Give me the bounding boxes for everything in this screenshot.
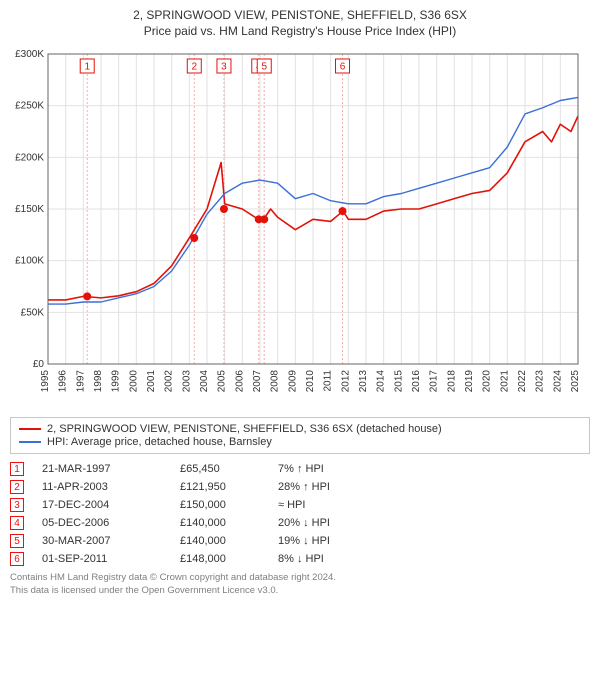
- chart-titles: 2, SPRINGWOOD VIEW, PENISTONE, SHEFFIELD…: [8, 8, 592, 38]
- footer-line-2: This data is licensed under the Open Gov…: [10, 585, 590, 598]
- transaction-hpi-delta: 19% ↓ HPI: [278, 535, 388, 547]
- svg-text:£150K: £150K: [15, 204, 44, 215]
- svg-text:2004: 2004: [199, 370, 210, 393]
- svg-text:5: 5: [261, 62, 267, 73]
- svg-text:£50K: £50K: [21, 307, 45, 318]
- transaction-hpi-delta: 28% ↑ HPI: [278, 481, 388, 493]
- legend-label: HPI: Average price, detached house, Barn…: [47, 436, 272, 448]
- svg-text:£0: £0: [33, 359, 45, 370]
- svg-text:1996: 1996: [58, 370, 69, 393]
- transaction-date: 05-DEC-2006: [42, 517, 162, 529]
- transaction-row: 6 01-SEP-2011 £148,000 8% ↓ HPI: [10, 552, 590, 566]
- svg-text:2017: 2017: [429, 370, 440, 393]
- transaction-row: 1 21-MAR-1997 £65,450 7% ↑ HPI: [10, 462, 590, 476]
- transaction-row: 3 17-DEC-2004 £150,000 ≈ HPI: [10, 498, 590, 512]
- footer-line-1: Contains HM Land Registry data © Crown c…: [10, 572, 590, 585]
- svg-text:2015: 2015: [393, 370, 404, 393]
- svg-text:£300K: £300K: [15, 49, 44, 60]
- legend-swatch: [19, 441, 41, 443]
- svg-text:2009: 2009: [287, 370, 298, 393]
- svg-text:2021: 2021: [499, 370, 510, 393]
- transaction-hpi-delta: 7% ↑ HPI: [278, 463, 388, 475]
- svg-text:1998: 1998: [93, 370, 104, 393]
- svg-text:£200K: £200K: [15, 152, 44, 163]
- legend: 2, SPRINGWOOD VIEW, PENISTONE, SHEFFIELD…: [10, 417, 590, 454]
- title-address: 2, SPRINGWOOD VIEW, PENISTONE, SHEFFIELD…: [8, 8, 592, 22]
- transaction-date: 11-APR-2003: [42, 481, 162, 493]
- transaction-row: 4 05-DEC-2006 £140,000 20% ↓ HPI: [10, 516, 590, 530]
- legend-swatch: [19, 428, 41, 430]
- transaction-marker-number: 3: [10, 498, 24, 512]
- transaction-hpi-delta: 20% ↓ HPI: [278, 517, 388, 529]
- transaction-date: 01-SEP-2011: [42, 553, 162, 565]
- transaction-price: £148,000: [180, 553, 260, 565]
- svg-text:2016: 2016: [411, 370, 422, 393]
- svg-text:2020: 2020: [482, 370, 493, 393]
- transaction-marker-number: 2: [10, 480, 24, 494]
- transaction-row: 5 30-MAR-2007 £140,000 19% ↓ HPI: [10, 534, 590, 548]
- svg-text:£100K: £100K: [15, 256, 44, 267]
- svg-text:2018: 2018: [446, 370, 457, 393]
- svg-text:2022: 2022: [517, 370, 528, 393]
- svg-text:2007: 2007: [252, 370, 263, 393]
- transaction-hpi-delta: ≈ HPI: [278, 499, 388, 511]
- svg-text:2003: 2003: [181, 370, 192, 393]
- transaction-marker-number: 1: [10, 462, 24, 476]
- transaction-hpi-delta: 8% ↓ HPI: [278, 553, 388, 565]
- transaction-row: 2 11-APR-2003 £121,950 28% ↑ HPI: [10, 480, 590, 494]
- transaction-price: £140,000: [180, 535, 260, 547]
- transaction-marker-number: 5: [10, 534, 24, 548]
- svg-text:2008: 2008: [270, 370, 281, 393]
- svg-text:1995: 1995: [40, 370, 51, 393]
- svg-text:2013: 2013: [358, 370, 369, 393]
- transaction-date: 21-MAR-1997: [42, 463, 162, 475]
- svg-text:2010: 2010: [305, 370, 316, 393]
- svg-text:2011: 2011: [323, 370, 334, 392]
- svg-text:1997: 1997: [75, 370, 86, 393]
- svg-text:2001: 2001: [146, 370, 157, 393]
- transaction-price: £121,950: [180, 481, 260, 493]
- svg-text:1999: 1999: [111, 370, 122, 393]
- svg-text:3: 3: [221, 62, 227, 73]
- svg-text:6: 6: [340, 62, 346, 73]
- transaction-date: 30-MAR-2007: [42, 535, 162, 547]
- transaction-price: £150,000: [180, 499, 260, 511]
- transaction-marker-number: 6: [10, 552, 24, 566]
- svg-text:£250K: £250K: [15, 101, 44, 112]
- svg-text:2025: 2025: [570, 370, 581, 393]
- svg-text:2019: 2019: [464, 370, 475, 393]
- chart-container: £0 £50K £100K £150K £200K £250K £300K 1995 1996 1…: [8, 44, 592, 409]
- transaction-price: £65,450: [180, 463, 260, 475]
- svg-text:2014: 2014: [376, 370, 387, 393]
- svg-text:2024: 2024: [552, 370, 563, 393]
- transaction-price: £140,000: [180, 517, 260, 529]
- svg-text:2: 2: [191, 62, 197, 73]
- svg-text:2005: 2005: [217, 370, 228, 393]
- transaction-date: 17-DEC-2004: [42, 499, 162, 511]
- svg-text:2012: 2012: [340, 370, 351, 393]
- svg-text:1: 1: [84, 62, 90, 73]
- legend-item: 2, SPRINGWOOD VIEW, PENISTONE, SHEFFIELD…: [19, 423, 581, 435]
- transaction-marker-number: 4: [10, 516, 24, 530]
- price-chart: £0 £50K £100K £150K £200K £250K £300K 1995 1996 1…: [8, 44, 588, 404]
- svg-text:2006: 2006: [234, 370, 245, 393]
- title-subtitle: Price paid vs. HM Land Registry's House …: [8, 24, 592, 38]
- transactions-table: 1 21-MAR-1997 £65,450 7% ↑ HPI 2 11-APR-2003 £…: [10, 462, 590, 566]
- legend-item: HPI: Average price, detached house, Barn…: [19, 436, 581, 448]
- svg-text:2000: 2000: [128, 370, 139, 393]
- footer-attribution: Contains HM Land Registry data © Crown c…: [10, 572, 590, 598]
- svg-text:2023: 2023: [535, 370, 546, 393]
- legend-label: 2, SPRINGWOOD VIEW, PENISTONE, SHEFFIELD…: [47, 423, 442, 435]
- svg-text:2002: 2002: [164, 370, 175, 393]
